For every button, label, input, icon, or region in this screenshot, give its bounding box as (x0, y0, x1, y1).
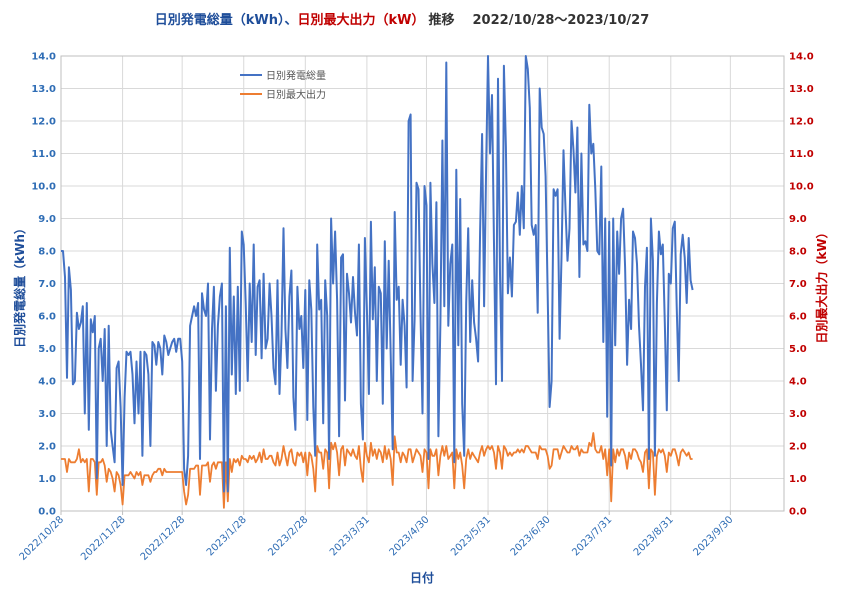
left-tick-label: 12.0 (31, 117, 56, 128)
x-tick-label: 2023/4/30 (388, 514, 432, 558)
x-tick-label: 2023/6/30 (509, 514, 553, 558)
left-axis-label: 日別発電総量（kWh） (12, 222, 27, 348)
x-tick-label: 2023/3/31 (328, 514, 372, 558)
title-energy: 日別発電総量（kWh）、 (155, 12, 298, 28)
left-tick-label: 2.0 (38, 442, 56, 453)
x-tick-label: 2022/11/28 (79, 514, 128, 563)
x-tick-label: 2022/10/28 (18, 514, 67, 563)
plot-border (60, 55, 785, 512)
x-tick-label: 2023/1/28 (205, 514, 249, 558)
left-tick-label: 6.0 (38, 312, 56, 323)
x-tick-label: 2023/9/30 (691, 514, 735, 558)
left-y-axis-ticks: 0.0 1.0 2.0 3.0 4.0 5.0 6.0 7.0 8.0 9.0 10.0 11.0 12… (31, 52, 56, 518)
x-tick-label: 2023/5/31 (449, 514, 493, 558)
title-range: 2022/10/28～2023/10/27 (473, 13, 650, 28)
left-tick-label: 11.0 (31, 149, 56, 160)
right-tick-label: 1.0 (789, 474, 807, 485)
right-tick-label: 0.0 (789, 507, 807, 518)
title-power: 日別最大出力（kW） (298, 12, 425, 28)
x-axis-ticks: 2022/10/28 2022/11/28 2022/12/28 2023/1/28 2… (18, 511, 735, 563)
right-tick-label: 10.0 (789, 182, 814, 193)
left-tick-label: 5.0 (38, 344, 56, 355)
left-tick-label: 14.0 (31, 52, 56, 63)
x-tick-label: 2023/8/31 (632, 514, 676, 558)
title-trend: 推移 (429, 12, 455, 28)
right-tick-label: 8.0 (789, 247, 807, 258)
right-tick-label: 9.0 (789, 214, 807, 225)
right-tick-label: 5.0 (789, 344, 807, 355)
left-tick-label: 3.0 (38, 409, 56, 420)
left-tick-label: 4.0 (38, 377, 56, 388)
right-tick-label: 4.0 (789, 377, 807, 388)
legend-label-power: 日別最大出力 (266, 88, 326, 101)
legend: 日別発電総量 日別最大出力 (240, 69, 326, 101)
right-tick-label: 12.0 (789, 117, 814, 128)
x-axis-label: 日付 (410, 570, 434, 585)
right-tick-label: 3.0 (789, 409, 807, 420)
x-tick-label: 2023/2/28 (266, 514, 310, 558)
chart-title: 日別発電総量（kWh）、日別最大出力（kW） 推移 2022/10/28～2023/… (155, 12, 650, 28)
left-tick-label: 9.0 (38, 214, 56, 225)
series-line-power (61, 432, 693, 509)
right-y-axis-ticks: 0.0 1.0 2.0 3.0 4.0 5.0 6.0 7.0 8.0 9.0 10.0 11.0 12… (789, 52, 814, 518)
right-tick-label: 14.0 (789, 52, 814, 63)
legend-label-energy: 日別発電総量 (266, 69, 326, 82)
left-tick-label: 0.0 (38, 507, 56, 518)
right-tick-label: 11.0 (789, 149, 814, 160)
x-tick-label: 2023/7/31 (570, 514, 614, 558)
left-tick-label: 10.0 (31, 182, 56, 193)
left-tick-label: 13.0 (31, 84, 56, 95)
left-tick-label: 1.0 (38, 474, 56, 485)
left-tick-label: 7.0 (38, 279, 56, 290)
x-tick-label: 2022/12/28 (139, 514, 188, 563)
right-tick-label: 13.0 (789, 84, 814, 95)
right-axis-label: 日別最大出力（kW） (814, 226, 829, 343)
right-tick-label: 6.0 (789, 312, 807, 323)
right-tick-label: 2.0 (789, 442, 807, 453)
series-group (61, 55, 694, 509)
left-tick-label: 8.0 (38, 247, 56, 258)
right-tick-label: 7.0 (789, 279, 807, 290)
series-line-energy (61, 55, 694, 493)
